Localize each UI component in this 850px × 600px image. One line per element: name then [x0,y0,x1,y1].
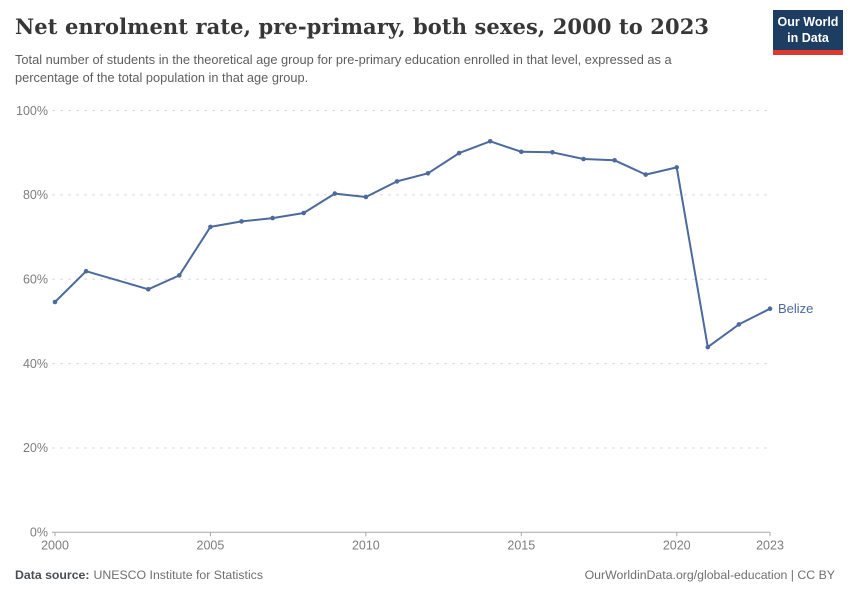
y-axis-tick-label: 0% [30,526,48,540]
data-point [643,172,648,177]
data-point [83,268,89,274]
datasource-label: Data source: [15,568,90,582]
data-point [736,322,742,327]
data-point [425,171,431,176]
x-axis-tick-label: 2023 [756,538,784,552]
data-point [208,224,213,230]
data-point [550,150,555,155]
data-point [767,306,773,311]
series-line-belize [54,140,771,349]
logo-line-2: in Data [787,31,829,45]
data-point [301,210,307,216]
data-point [363,194,369,200]
footer-license: OurWorldinData.org/global-education | CC… [584,568,835,582]
x-axis-tick-label: 2005 [197,538,225,552]
data-point [239,219,244,224]
logo-line-1: Our World [777,14,839,29]
y-axis-tick-label: 100% [16,104,48,118]
data-point [674,165,679,170]
page-subtitle: Total number of students in the theoreti… [15,52,672,86]
data-point [177,273,182,278]
data-point [52,299,58,305]
data-point [487,139,493,144]
series-label-belize: Belize [778,301,813,316]
data-point [519,149,524,155]
y-axis-tick-label: 20% [23,441,48,455]
x-axis-tick-label: 2000 [41,538,69,552]
data-point [270,215,275,221]
footer-datasource: Data source: UNESCO Institute for Statist… [15,568,263,582]
datasource-value: UNESCO Institute for Statistics [93,568,263,582]
x-axis-tick-label: 2010 [352,538,380,552]
line-chart-canvas: 0% 20% 40% 60% 80% 100% 2000 2005 2010 2015 2020 20… [16,104,813,552]
owid-logo: Our World in Data [773,10,843,55]
data-point [581,156,586,162]
data-point [394,179,400,184]
y-axis-tick-label: 40% [23,357,48,371]
data-point [705,344,711,350]
y-axis-tick-label: 60% [23,273,48,287]
data-point [456,150,462,156]
data-point [332,191,338,196]
x-axis-tick-label: 2020 [663,538,691,552]
y-axis-tick-label: 80% [23,188,48,202]
data-point [612,158,617,163]
data-point [146,287,151,292]
page-title: Net enrolment rate, pre-primary, both se… [15,14,710,39]
x-axis-tick-label: 2015 [507,538,535,552]
